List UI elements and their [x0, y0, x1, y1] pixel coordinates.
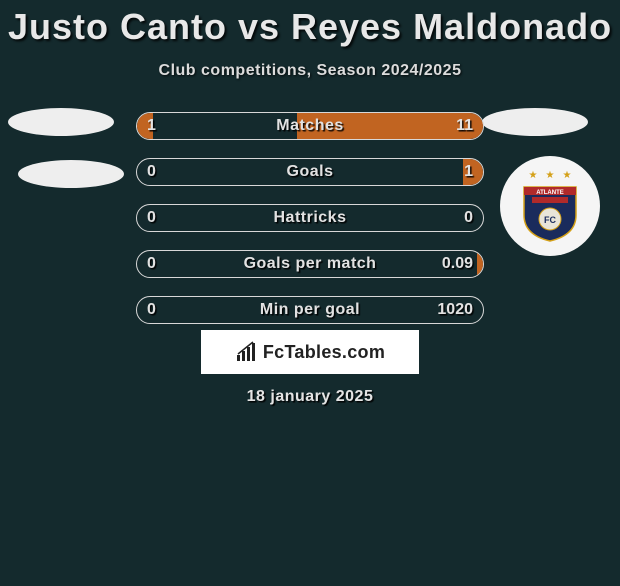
badge-text: ATLANTE	[536, 190, 564, 196]
date-label: 18 january 2025	[0, 388, 620, 406]
bar-chart-icon	[235, 341, 257, 363]
stat-pill: 0Hattricks0	[136, 204, 484, 232]
stat-row: 0Min per goal1020	[0, 292, 620, 328]
stat-row: 0Goals1	[0, 154, 620, 190]
stat-label: Matches	[137, 113, 483, 139]
stats-area: ★ ★ ★ ATLANTE FC 1Matches110Goals10Hattr…	[0, 108, 620, 328]
stat-label: Goals per match	[137, 251, 483, 277]
page-title: Justo Canto vs Reyes Maldonado	[0, 6, 620, 48]
stat-label: Goals	[137, 159, 483, 185]
stat-value-right: 0.09	[442, 251, 473, 277]
stat-pill: 0Min per goal1020	[136, 296, 484, 324]
stat-label: Min per goal	[137, 297, 483, 323]
stat-pill: 1Matches11	[136, 112, 484, 140]
subtitle: Club competitions, Season 2024/2025	[0, 62, 620, 80]
stat-value-right: 1	[464, 159, 473, 185]
stat-value-right: 11	[456, 113, 473, 139]
stat-value-right: 1020	[437, 297, 473, 323]
stat-pill: 0Goals1	[136, 158, 484, 186]
stat-value-right: 0	[464, 205, 473, 231]
stat-pill: 0Goals per match0.09	[136, 250, 484, 278]
fctables-attribution: FcTables.com	[201, 330, 419, 374]
stat-row: 0Goals per match0.09	[0, 246, 620, 282]
stat-row: 0Hattricks0	[0, 200, 620, 236]
fctables-label: FcTables.com	[263, 342, 385, 363]
stat-label: Hattricks	[137, 205, 483, 231]
stat-row: 1Matches11	[0, 108, 620, 144]
